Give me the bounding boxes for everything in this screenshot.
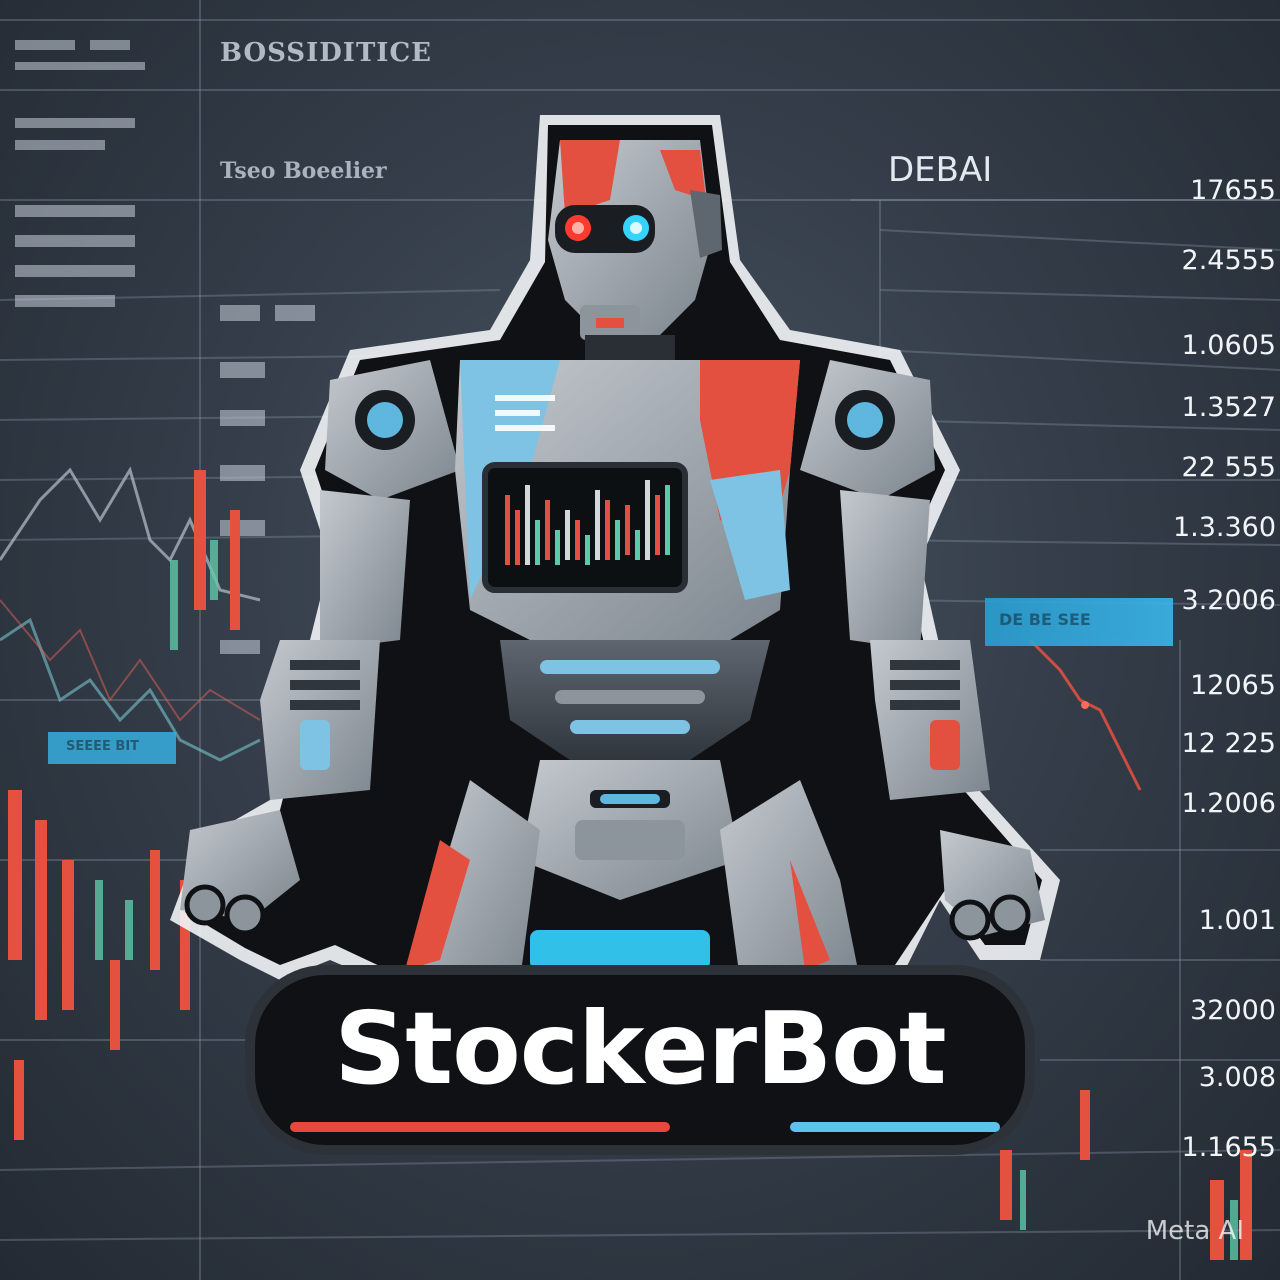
logo-underline-blue <box>790 1122 1000 1132</box>
logo-underline-red <box>290 1122 670 1132</box>
price-value: 1.001 <box>1198 905 1276 936</box>
price-value: 1.1655 <box>1181 1132 1276 1163</box>
price-value: 3.2006 <box>1181 585 1276 616</box>
dashboard-header-right: DEBAI <box>888 150 993 190</box>
watermark: Meta AI <box>1145 1216 1244 1246</box>
highlight-bar-right-label: DE BE SEE <box>999 610 1091 629</box>
price-value: 2.4555 <box>1181 245 1276 276</box>
highlight-bar-left-label: SEEEE BIT <box>66 739 140 754</box>
highlight-bar-left: SEEEE BIT <box>48 732 176 764</box>
price-value: 12 225 <box>1181 728 1276 759</box>
price-value: 12065 <box>1190 670 1276 701</box>
price-value: 1.3.360 <box>1172 512 1276 543</box>
dashboard-header-left: Tseo Boeelier <box>220 158 387 184</box>
price-value: 32000 <box>1190 995 1276 1026</box>
dashboard-header-top: BOSSIDITICE <box>220 38 432 68</box>
logo-plate <box>255 975 1025 1145</box>
price-value: 22 555 <box>1181 452 1276 483</box>
price-value: 1.0605 <box>1181 330 1276 361</box>
price-value: 3.008 <box>1198 1062 1276 1093</box>
price-value: 1.2006 <box>1181 788 1276 819</box>
price-value: 1.3527 <box>1181 392 1276 423</box>
logo-title: StockerBot <box>334 990 946 1107</box>
highlight-bar-right: DE BE SEE <box>985 598 1173 646</box>
price-value: 17655 <box>1190 175 1276 206</box>
